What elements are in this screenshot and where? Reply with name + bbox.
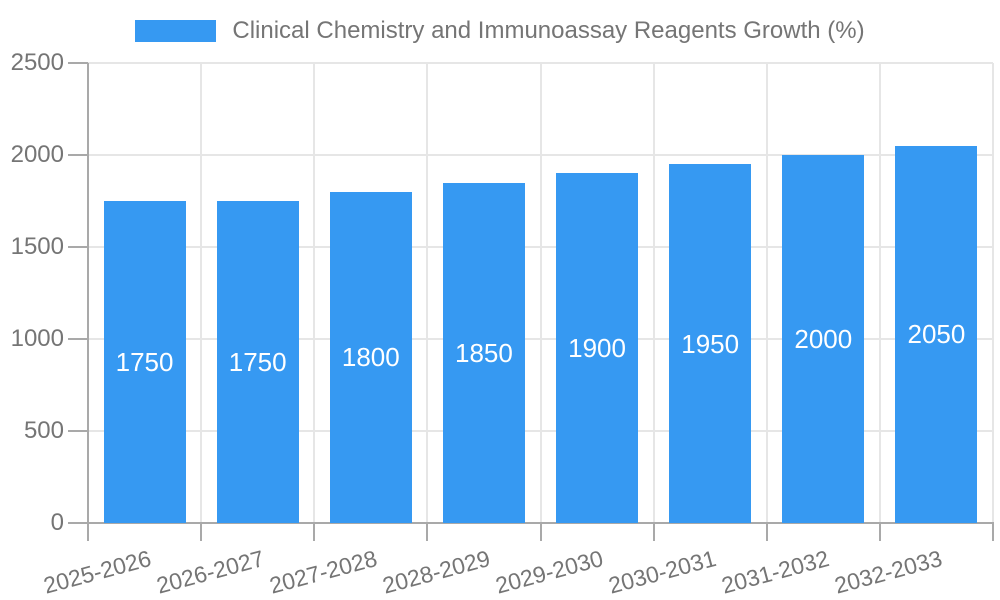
gridline [652, 63, 655, 523]
bar-2032-2033[interactable] [895, 145, 978, 523]
x-tick [539, 523, 542, 541]
y-tick-label: 1500 [10, 233, 64, 260]
y-tick [68, 522, 88, 524]
legend-swatch-icon [135, 20, 217, 42]
y-tick [68, 246, 88, 248]
bar-2030-2031[interactable] [669, 164, 752, 523]
gridline [539, 63, 542, 523]
x-tick [313, 523, 316, 541]
x-tick [426, 523, 429, 541]
gridline [313, 63, 316, 523]
x-tick [200, 523, 203, 541]
gridline [992, 63, 994, 523]
y-axis-line [87, 63, 89, 523]
gridline [765, 63, 768, 523]
x-tick [992, 523, 994, 541]
chart-legend[interactable]: Clinical Chemistry and Immunoassay Reage… [0, 16, 1000, 46]
bar-2025-2026[interactable] [103, 201, 186, 523]
x-tick [652, 523, 655, 541]
gridline [200, 63, 203, 523]
legend-label: Clinical Chemistry and Immunoassay Reage… [232, 17, 865, 44]
x-tick [87, 523, 89, 541]
gridline [878, 63, 881, 523]
y-tick [68, 338, 88, 340]
bar-2026-2027[interactable] [216, 201, 299, 523]
bar-2028-2029[interactable] [442, 182, 525, 523]
y-tick-label: 2000 [10, 141, 64, 168]
gridline [426, 63, 429, 523]
y-tick [68, 430, 88, 432]
y-tick-label: 500 [23, 417, 64, 444]
x-tick [878, 523, 881, 541]
y-tick [68, 62, 88, 64]
bar-2029-2030[interactable] [556, 173, 639, 523]
bar-2031-2032[interactable] [782, 155, 865, 523]
x-tick [765, 523, 768, 541]
y-tick-label: 0 [50, 509, 64, 536]
y-tick-label: 1000 [10, 325, 64, 352]
x-axis-line [87, 522, 994, 524]
bar-2027-2028[interactable] [329, 191, 412, 523]
y-tick [68, 154, 88, 156]
y-tick-label: 2500 [10, 49, 64, 76]
